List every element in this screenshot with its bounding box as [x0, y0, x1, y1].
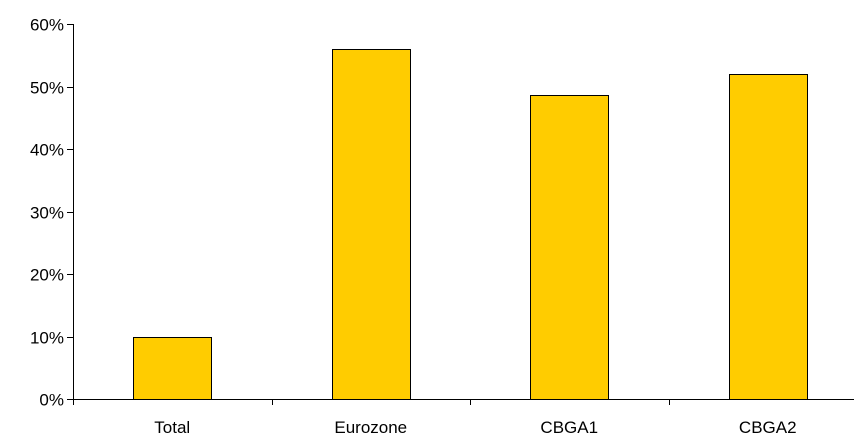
y-tick-label: 40% — [30, 141, 64, 160]
x-tick-label: Eurozone — [334, 418, 407, 437]
y-tick-label: 10% — [30, 329, 64, 348]
x-tick-label: Total — [154, 418, 190, 437]
y-tick-label: 20% — [30, 266, 64, 285]
y-tick-label: 60% — [30, 16, 64, 35]
x-tick-label: CBGA1 — [540, 418, 598, 437]
bar-cbga2 — [729, 74, 808, 400]
y-tick-label: 50% — [30, 79, 64, 98]
bar-total — [133, 337, 212, 400]
x-tick-label: CBGA2 — [739, 418, 797, 437]
x-axis: Total Eurozone CBGA1 CBGA2 — [73, 399, 854, 437]
bars — [133, 49, 808, 400]
bar-cbga1 — [530, 95, 609, 400]
y-axis: 0% 10% 20% 30% 40% 50% 60% — [30, 16, 74, 410]
y-tick-label: 0% — [39, 391, 64, 410]
y-tick-label: 30% — [30, 204, 64, 223]
bar-eurozone — [332, 49, 411, 400]
